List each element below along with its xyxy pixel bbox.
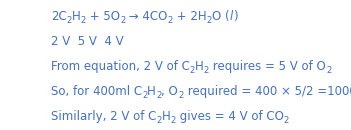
Text: 2: 2 (284, 116, 289, 125)
Text: required = 400 × 5/2 =1000 ml: required = 400 × 5/2 =1000 ml (184, 85, 351, 98)
Text: ): ) (233, 10, 238, 23)
Text: 2 V  5 V  4 V: 2 V 5 V 4 V (51, 35, 124, 48)
Text: H: H (147, 85, 156, 98)
Text: 2: 2 (178, 90, 184, 100)
Text: 2: 2 (207, 16, 212, 25)
Text: H: H (161, 110, 170, 123)
Text: , O: , O (161, 85, 178, 98)
Text: + 5O: + 5O (86, 10, 120, 23)
Text: From equation, 2 V of C: From equation, 2 V of C (51, 60, 190, 73)
Text: 2: 2 (204, 66, 209, 74)
Text: So, for 400ml C: So, for 400ml C (51, 85, 142, 98)
Text: → 4CO: → 4CO (125, 10, 168, 23)
Text: requires = 5 V of O: requires = 5 V of O (209, 60, 326, 73)
Text: O (: O ( (212, 10, 230, 23)
Text: 2: 2 (326, 66, 331, 74)
Text: 2C: 2C (51, 10, 67, 23)
Text: 2: 2 (168, 16, 173, 25)
Text: gives = 4 V of CO: gives = 4 V of CO (176, 110, 284, 123)
Text: 2: 2 (156, 90, 161, 100)
Text: 2: 2 (81, 16, 86, 25)
Text: H: H (195, 60, 204, 73)
Text: 2: 2 (156, 116, 161, 125)
Text: Similarly, 2 V of C: Similarly, 2 V of C (51, 110, 156, 123)
Text: H: H (72, 10, 81, 23)
Text: 2: 2 (142, 90, 147, 100)
Text: 2: 2 (190, 66, 195, 74)
Text: 2: 2 (67, 16, 72, 25)
Text: l: l (230, 10, 233, 23)
Text: 2: 2 (120, 16, 125, 25)
Text: 2: 2 (170, 116, 176, 125)
Text: + 2H: + 2H (173, 10, 207, 23)
